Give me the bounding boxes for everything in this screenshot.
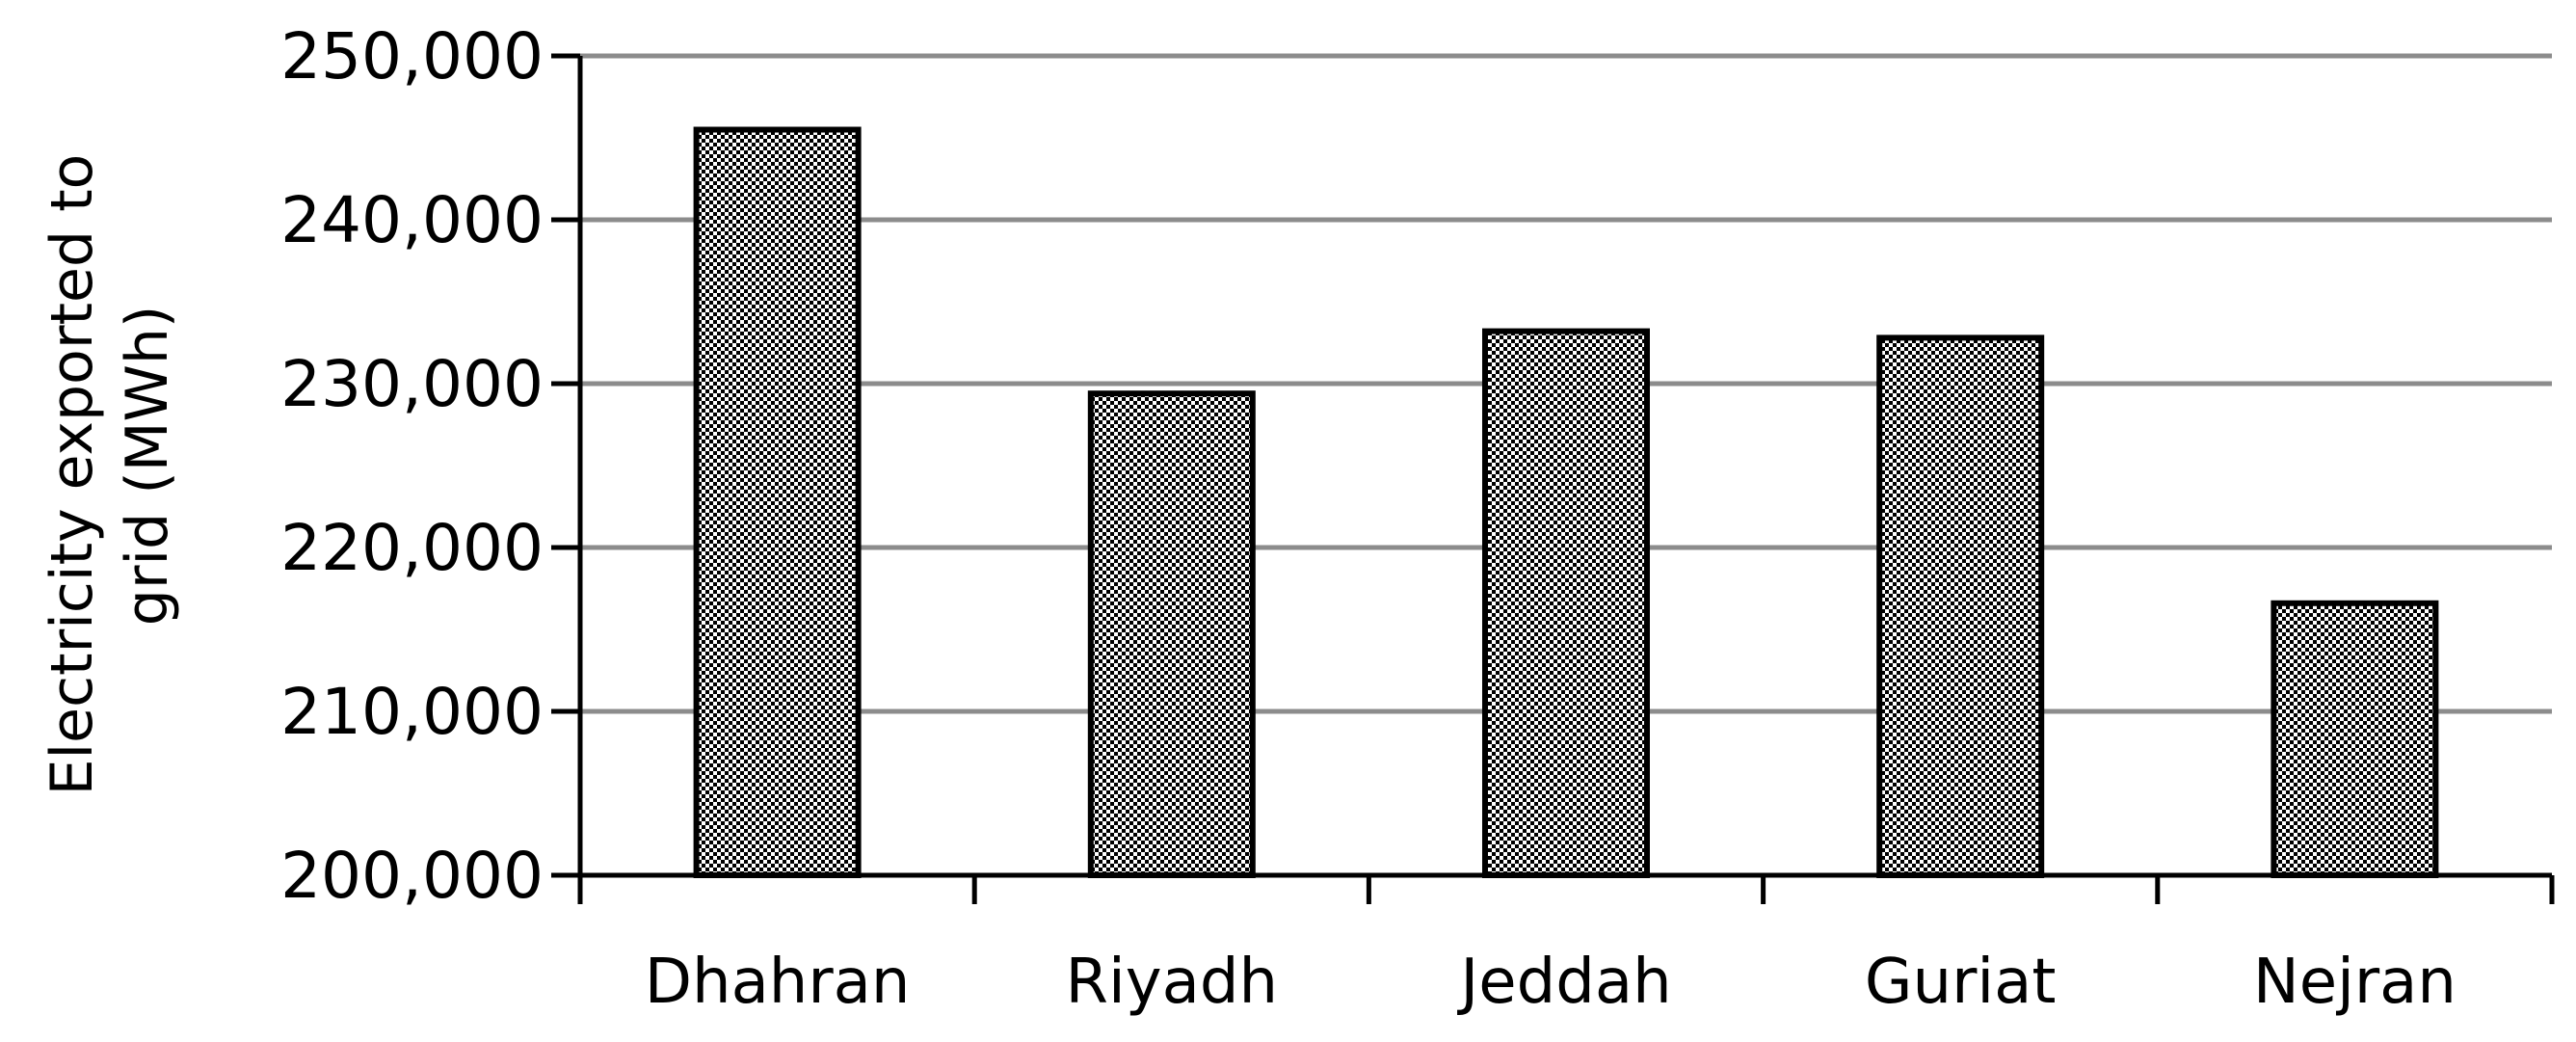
y-axis-title: Electricity exported to grid (MWh): [39, 136, 181, 796]
axes: [551, 53, 2555, 904]
x-category-label: Guriat: [1865, 947, 2057, 1018]
y-tick-label: 220,000: [280, 511, 544, 585]
bar-nejran: [2271, 600, 2439, 878]
y-tick-labels: 200,000 210,000 220,000 230,000 240,000 250,0…: [280, 19, 544, 913]
x-category-label: Riyadh: [1066, 947, 1279, 1018]
y-tick-label: 200,000: [280, 839, 544, 913]
y-tick-label: 210,000: [280, 675, 544, 749]
x-category-label: Nejran: [2253, 947, 2456, 1018]
y-axis-title-line-1: Electricity exported to: [39, 154, 106, 796]
y-tick-label: 230,000: [280, 347, 544, 421]
x-category-labels: Dhahran Riyadh Jeddah Guriat Nejran: [645, 947, 2456, 1018]
bar-dhahran: [693, 126, 862, 878]
bars: [693, 126, 2439, 879]
y-tick-label: 240,000: [280, 183, 544, 257]
y-axis-title-line-2: grid (MWh): [114, 306, 181, 627]
bar-jeddah: [1482, 328, 1650, 879]
bar-riyadh: [1087, 390, 1256, 878]
x-category-label: Dhahran: [645, 947, 911, 1018]
y-tick-label: 250,000: [280, 19, 544, 94]
x-category-label: Jeddah: [1456, 947, 1671, 1018]
bar-guriat: [1876, 334, 2045, 878]
